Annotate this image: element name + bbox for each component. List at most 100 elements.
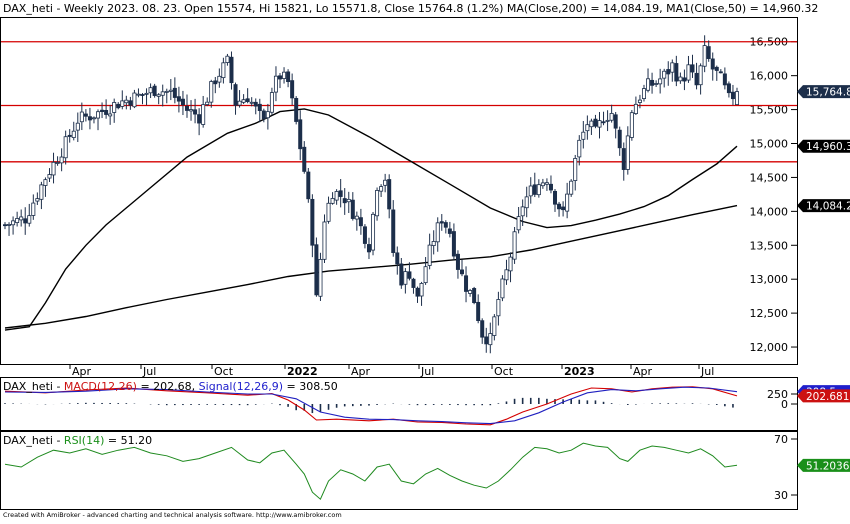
candle-body (342, 198, 347, 204)
candle-body (383, 179, 388, 186)
candle-body (176, 96, 181, 102)
last-price-tag-bg (797, 85, 850, 99)
rsi-pane-symbol: DAX_heti (3, 434, 53, 447)
candle-body (39, 184, 44, 200)
macd-line (4, 386, 738, 426)
candle-body (362, 226, 367, 244)
price-axis-label: 16,000 (750, 70, 789, 83)
candle-body (439, 221, 444, 224)
candle-body (318, 258, 323, 297)
candle-body (654, 83, 659, 85)
rsi-tag: 51.2036 (806, 460, 850, 472)
price-pane-symbol: DAX_heti (3, 2, 53, 15)
macd-tag-bg (797, 389, 850, 403)
candle-body (104, 110, 109, 115)
candle-body (35, 198, 40, 202)
price-pane-title: DAX_heti - Weekly 2023. 08. 23. Open 155… (3, 2, 818, 15)
candle-body (472, 288, 477, 304)
candle-body (500, 278, 505, 299)
candle-body (358, 217, 363, 227)
candle-body (464, 275, 469, 292)
candle-body (379, 186, 384, 192)
date-axis: Apr Jul Oct 2022 Apr Jul Oct 2023 Apr Jul (69, 364, 714, 378)
candle-body (229, 56, 234, 84)
candle-body (302, 146, 307, 172)
candle-body (7, 224, 12, 226)
candle-body (504, 269, 509, 281)
candle-body (51, 161, 56, 176)
candle-body (83, 113, 88, 117)
candle-body (152, 85, 157, 96)
signal-value: = 308.50 (283, 380, 338, 393)
candle-body (395, 252, 400, 265)
candle-body (314, 244, 319, 296)
candle-body (160, 91, 165, 96)
candle-body (702, 45, 707, 67)
candle-body (189, 109, 194, 112)
candle-body (273, 75, 278, 93)
date-axis-label: 2023 (564, 365, 595, 378)
candle-body (108, 113, 113, 117)
macd-pane-title: DAX_heti - MACD(12,26) = 202.68, Signal(… (3, 380, 338, 393)
candle-body (286, 71, 291, 83)
candle-body (253, 101, 258, 107)
price-axis-label: 14,500 (750, 171, 789, 184)
candle-body (447, 228, 452, 234)
candle-body (670, 62, 675, 73)
candle-body (3, 224, 8, 227)
candle-body (71, 130, 76, 138)
candle-body (306, 171, 311, 200)
date-axis-label: Jul (142, 365, 156, 378)
candle-body (698, 65, 703, 86)
candle-body (156, 94, 161, 97)
rsi-axis-label: 30 (774, 489, 788, 502)
macd-pane-symbol: DAX_heti (3, 380, 53, 393)
rsi-pane-title: DAX_heti - RSI(14) = 51.20 (3, 434, 152, 447)
candle-body (366, 244, 371, 253)
candle-body (484, 336, 489, 345)
signal-line (4, 386, 738, 425)
candle-body (96, 111, 101, 119)
macd-label: MACD(12,26) (64, 380, 137, 393)
candle-body (148, 87, 153, 94)
candle-body (601, 121, 606, 124)
candle-body (100, 109, 105, 112)
candle-body (480, 320, 485, 338)
candle-body (31, 202, 36, 216)
candle-body (536, 184, 541, 196)
rsi-line (4, 442, 738, 501)
candle-body (375, 190, 380, 217)
candle-body (387, 179, 392, 210)
footer-credit: Created with AmiBroker - advanced charti… (3, 511, 342, 519)
moving-average-lines (4, 108, 738, 331)
candle-body (75, 122, 80, 131)
candle-body (67, 134, 72, 137)
moving-average-line (4, 204, 738, 329)
candle-body (662, 70, 667, 79)
candle-body (577, 139, 582, 158)
candle-body (346, 198, 351, 203)
candle-body (553, 190, 558, 205)
candle-body (569, 180, 574, 195)
candle-body (557, 203, 562, 210)
rsi-tag-bg (797, 458, 850, 472)
candle-body (79, 111, 84, 123)
macd-tag: 202.681 (806, 391, 849, 403)
rsi-label: RSI(14) (64, 434, 104, 447)
ma200-tag-bg (797, 199, 850, 213)
candle-body (690, 64, 695, 73)
candle-body (419, 283, 424, 297)
candle-body (55, 162, 60, 164)
candle-body (609, 113, 614, 121)
price-axis-label: 13,500 (750, 239, 789, 252)
last-price-tag: 15,764.8 (806, 87, 850, 99)
candle-body (120, 100, 125, 107)
candle-body (338, 190, 343, 197)
candle-body (15, 218, 20, 223)
candle-body (468, 290, 473, 294)
candle-body (694, 72, 699, 86)
candle-body (540, 182, 545, 187)
moving-average-line (4, 108, 738, 331)
